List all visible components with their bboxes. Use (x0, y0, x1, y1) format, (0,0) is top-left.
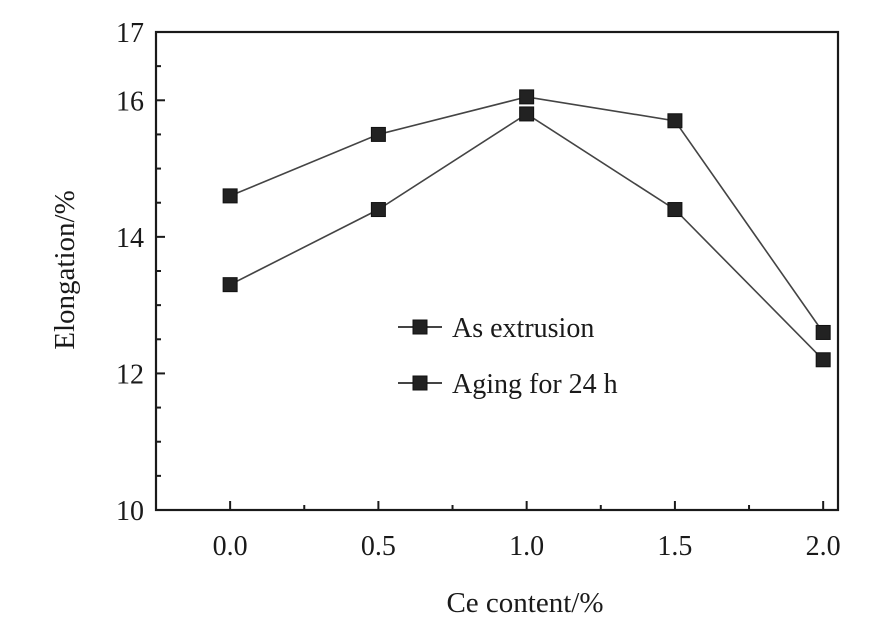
x-tick-label: 0.0 (213, 531, 248, 562)
series-line (229, 96, 824, 333)
x-tick-label: 1.0 (509, 531, 544, 562)
y-tick-label: 12 (116, 359, 144, 390)
data-point (519, 89, 535, 105)
data-point (815, 324, 831, 340)
y-tick-label: 17 (116, 18, 144, 49)
x-axis-title: Ce content/% (446, 587, 603, 619)
x-axis: 0.0 0.5 1.0 1.5 2.0 (213, 501, 841, 562)
data-point (667, 113, 683, 129)
series-layer (222, 89, 831, 368)
x-tick-label: 1.5 (657, 531, 692, 562)
data-point (370, 202, 386, 218)
data-point (519, 106, 535, 122)
legend: As extrusion Aging for 24 h (398, 313, 618, 400)
y-tick-label: 16 (116, 86, 144, 117)
y-axis: 10 12 14 16 17 (116, 18, 165, 527)
y-tick-label: 10 (116, 496, 144, 527)
y-axis-title: Elongation/% (49, 190, 81, 349)
data-point (222, 188, 238, 204)
y-tick-label: 14 (116, 223, 144, 254)
legend-label: As extrusion (452, 313, 594, 344)
series-2 (222, 106, 831, 368)
data-point (667, 202, 683, 218)
data-point (222, 277, 238, 293)
series-1 (222, 89, 831, 340)
legend-swatch-marker (412, 319, 428, 335)
x-tick-label: 0.5 (361, 531, 396, 562)
x-tick-label: 2.0 (806, 531, 841, 562)
data-point (370, 126, 386, 142)
data-point (815, 352, 831, 368)
legend-swatch-marker (412, 375, 428, 391)
legend-label: Aging for 24 h (452, 369, 618, 400)
